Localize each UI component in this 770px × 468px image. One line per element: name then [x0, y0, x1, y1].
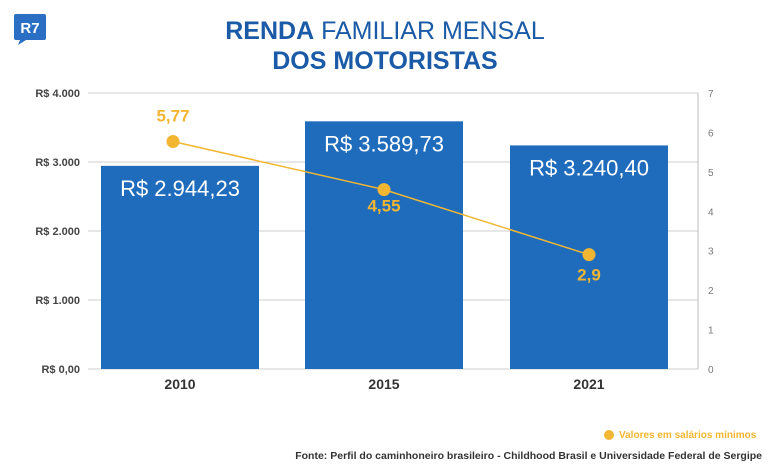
legend-dot-icon [604, 430, 614, 440]
legend-label: Valores em salários mínimos [619, 429, 757, 441]
x-tick-label: 2021 [573, 376, 604, 392]
bar-value-label: R$ 3.589,73 [324, 131, 444, 156]
y-left-tick-label: R$ 0,00 [41, 364, 80, 376]
series-point [166, 134, 180, 148]
title-line2: DOS MOTORISTAS [272, 47, 498, 75]
series-point-label: 2,9 [577, 266, 601, 285]
bar [305, 121, 463, 370]
y-right-tick-label: 5 [708, 168, 714, 179]
y-right-tick-label: 6 [708, 128, 714, 139]
y-right-tick-label: 3 [708, 247, 714, 258]
legend: Valores em salários mínimos [604, 428, 756, 442]
series-point-label: 4,55 [367, 197, 400, 216]
y-right-tick-label: 0 [708, 365, 714, 376]
source-note: Fonte: Perfil do caminhoneiro brasileiro… [295, 450, 762, 462]
r7-logo: R7 [14, 14, 46, 45]
y-right-tick-label: 1 [708, 326, 714, 337]
x-tick-label: 2010 [164, 376, 195, 392]
y-left-tick-label: R$ 3.000 [35, 157, 80, 169]
y-left-tick-label: R$ 4.000 [35, 88, 80, 100]
y-right-tick-label: 4 [708, 207, 714, 218]
x-tick-label: 2015 [368, 376, 399, 392]
bar-value-label: R$ 3.240,40 [529, 155, 649, 180]
chart-title: RENDA FAMILIAR MENSAL DOS MOTORISTAS [0, 16, 770, 76]
title-light: FAMILIAR MENSAL [321, 17, 545, 45]
series-point-label: 5,77 [156, 106, 189, 125]
y-left-tick-label: R$ 1.000 [35, 295, 80, 307]
series-point [377, 183, 391, 197]
bar-value-label: R$ 2.944,23 [120, 176, 240, 201]
y-right-tick-label: 7 [708, 89, 714, 100]
series-point [582, 248, 596, 262]
title-bold: RENDA [225, 17, 315, 45]
bar [101, 165, 259, 369]
logo-text: R7 [20, 20, 39, 37]
y-left-tick-label: R$ 2.000 [35, 226, 80, 238]
y-right-tick-label: 2 [708, 286, 714, 297]
